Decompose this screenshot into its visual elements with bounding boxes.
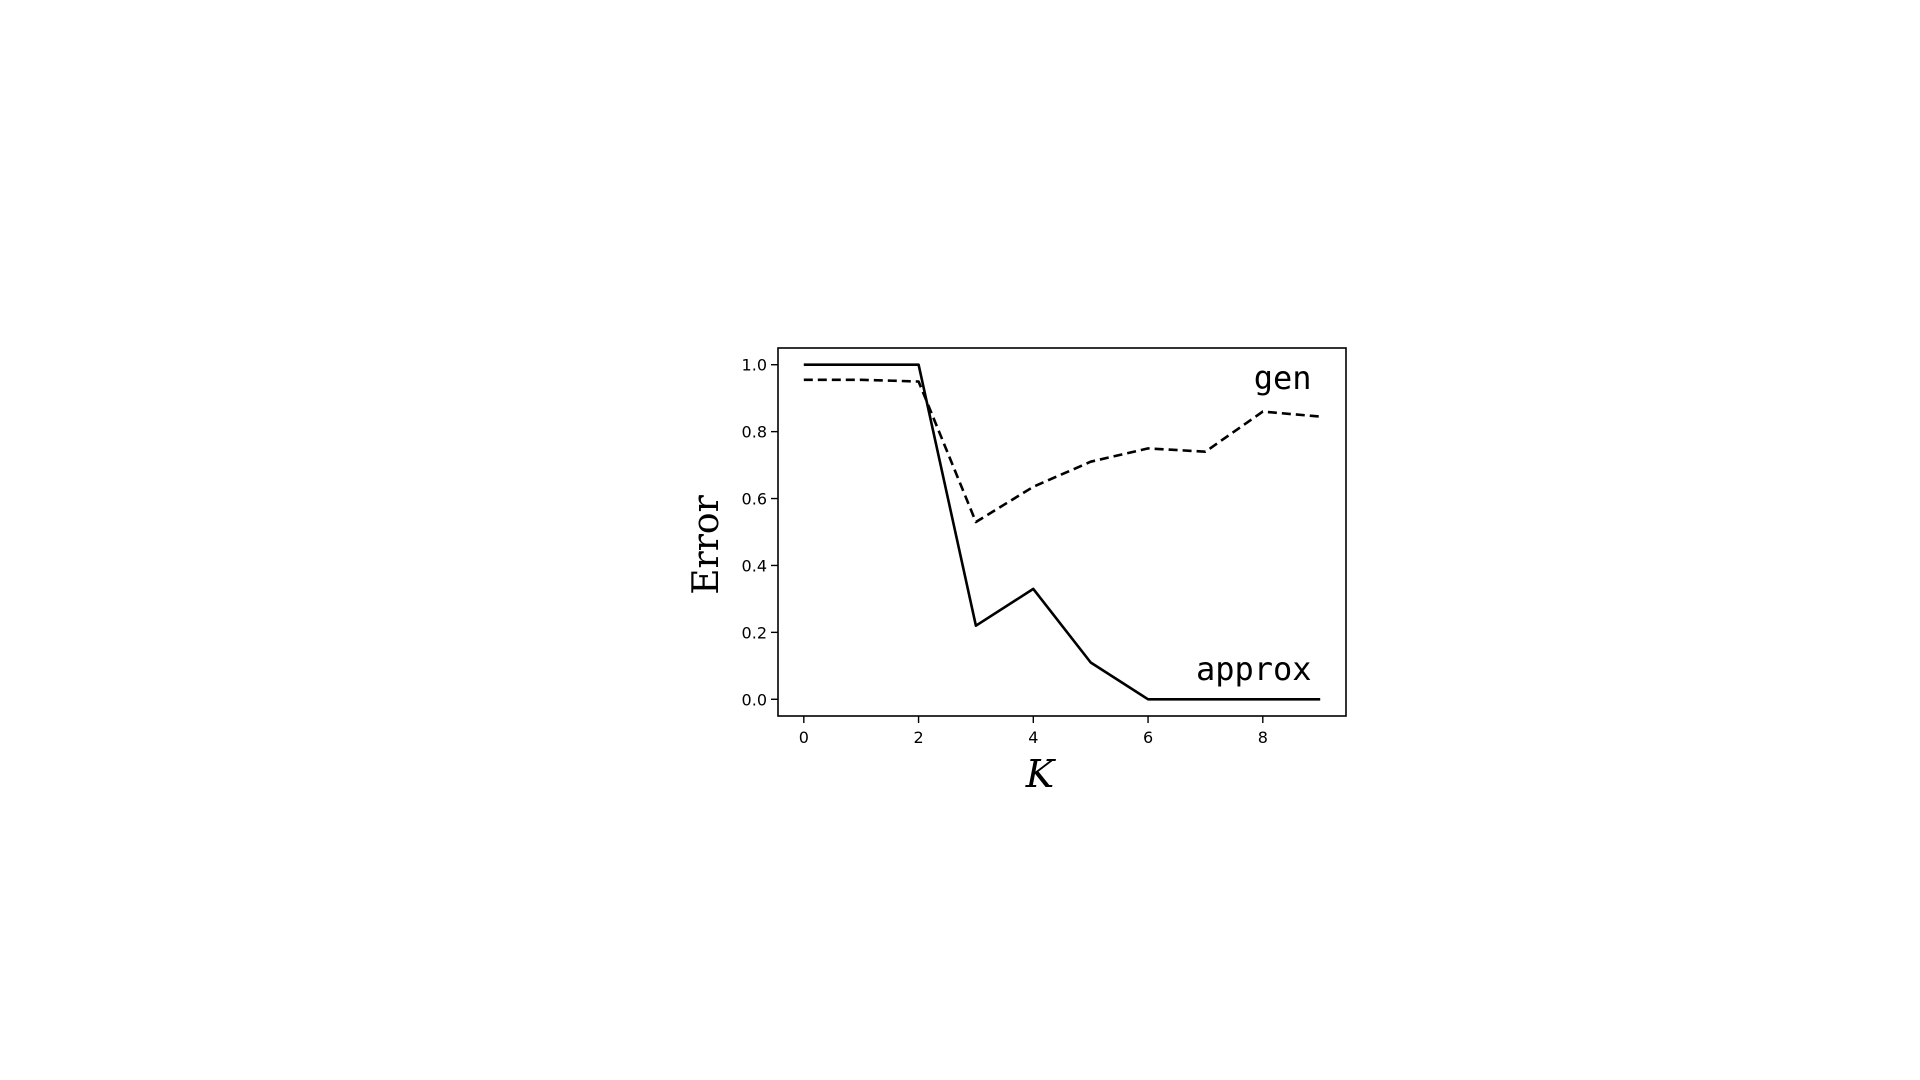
y-tick-label: 0.0 [742, 690, 767, 709]
annotation-approx: approx [1196, 650, 1312, 688]
y-tick-label: 0.6 [742, 490, 767, 509]
x-tick-label: 6 [1143, 728, 1153, 747]
y-axis: 0.0 0.2 0.4 0.6 0.8 1.0 [742, 356, 778, 709]
x-axis: 0 2 4 6 8 [799, 716, 1268, 747]
series-line-gen [803, 378, 1321, 524]
annotations: gen approx [1196, 359, 1312, 688]
x-axis-label: K [1025, 752, 1057, 796]
y-tick-label: 1.0 [742, 356, 767, 375]
x-tick-label: 4 [1028, 728, 1038, 747]
x-tick-label: 2 [913, 728, 923, 747]
y-tick-label: 0.4 [742, 556, 767, 575]
annotation-gen: gen [1254, 359, 1312, 397]
x-tick-label: 8 [1258, 728, 1268, 747]
y-tick-label: 0.8 [742, 423, 767, 442]
series-layer [803, 363, 1321, 701]
plot-frame [777, 347, 1347, 717]
series-line-approx [803, 363, 1321, 701]
x-tick-label: 0 [799, 728, 809, 747]
y-axis-label: Error [686, 494, 727, 594]
y-tick-label: 0.2 [742, 623, 767, 642]
